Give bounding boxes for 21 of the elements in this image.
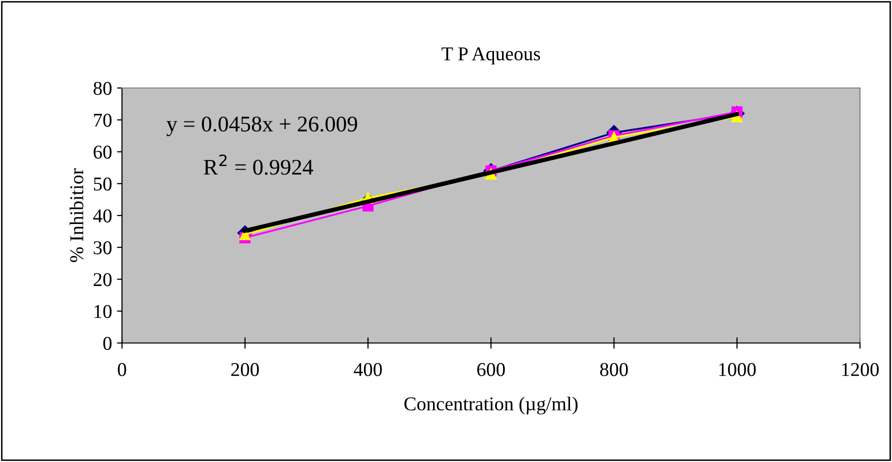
x-tick-label: 1200: [842, 363, 879, 376]
x-tick-label: 800: [600, 363, 628, 376]
y-tick-label: 70: [94, 114, 112, 127]
y-tick-label: 30: [94, 241, 112, 254]
x-tick-label: 600: [477, 363, 505, 376]
x-axis-title: Concentration (µg/ml): [404, 396, 578, 414]
y-axis-title: % Inhibitior: [70, 168, 84, 262]
x-tick-label: 1000: [719, 363, 756, 376]
x-tick-label: 0: [118, 363, 126, 376]
y-tick-label: 60: [94, 146, 112, 159]
y-tick-label: 0: [103, 336, 112, 350]
chart-title: T P Aqueous: [442, 47, 540, 64]
y-tick-label: 40: [93, 209, 112, 222]
annotation: R$^{2}$ = 0.9924: [204, 154, 314, 175]
y-tick-label: 20: [94, 273, 112, 286]
x-tick-label: 200: [231, 363, 259, 376]
y-tick-label: 50: [94, 177, 112, 191]
x-tick-label: 400: [354, 363, 382, 376]
annotation: y = 0.0458x + 26.009: [166, 116, 358, 136]
y-tick-label: 80: [94, 82, 112, 95]
y-tick-label: 10: [94, 304, 112, 318]
